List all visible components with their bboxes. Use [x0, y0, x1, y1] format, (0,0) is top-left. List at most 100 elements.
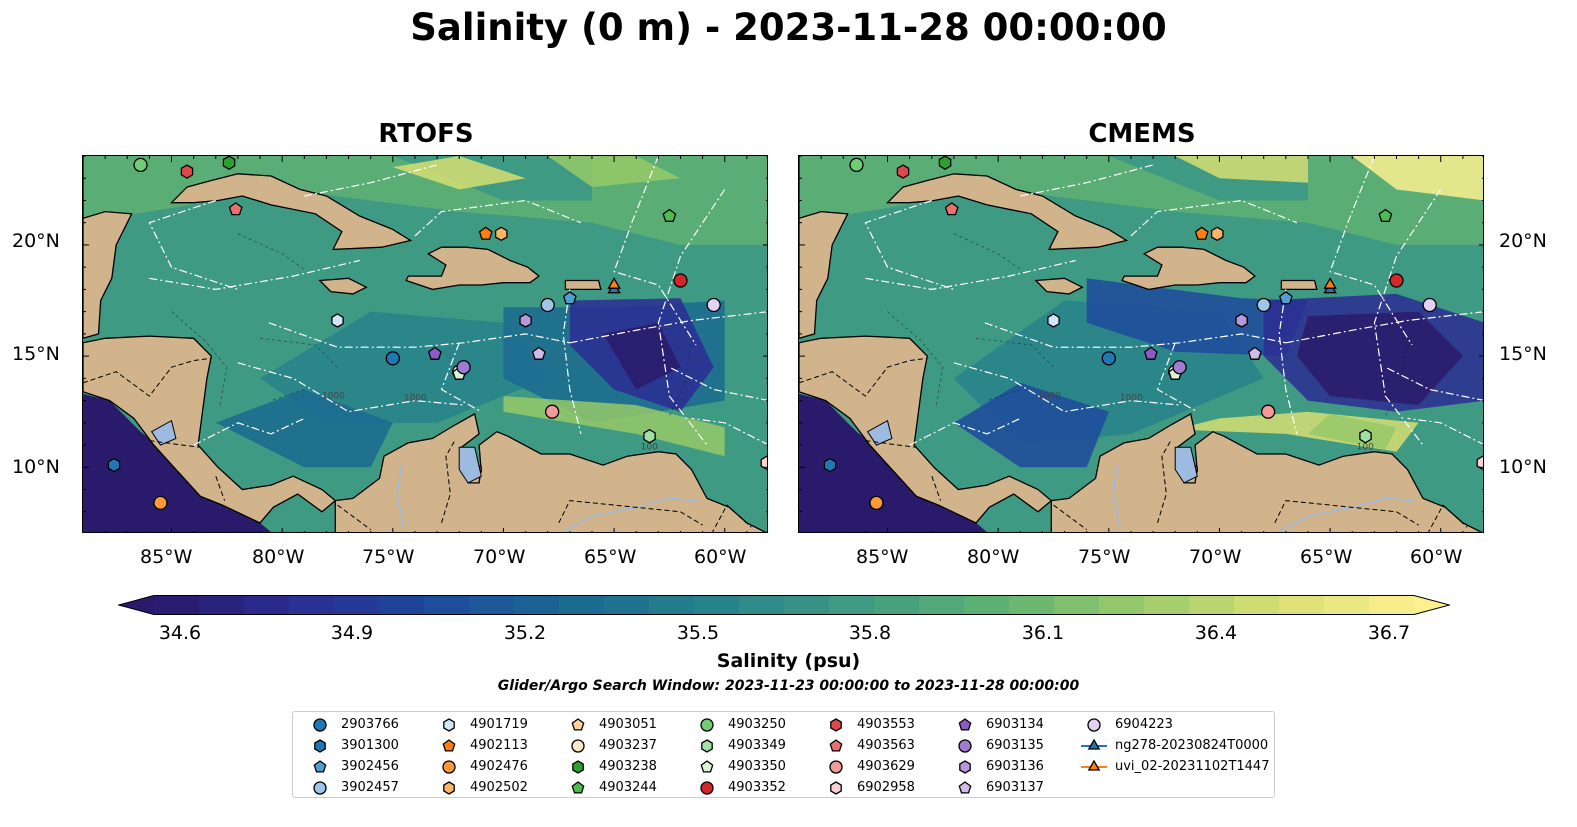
colorbar-tick-label: 34.9 [330, 622, 374, 644]
colorbar-segment [1144, 595, 1190, 615]
colorbar-segment [1324, 595, 1370, 615]
legend-marker [571, 738, 585, 753]
lon-tick-label: 70°W [473, 546, 526, 568]
legend-label: 4903238 [599, 759, 657, 774]
lon-tick-label: 85°W [140, 546, 193, 568]
legend-label: 4901719 [470, 717, 528, 732]
platform-marker-6902958 [760, 455, 767, 471]
eez-boundary [148, 199, 239, 290]
colorbar-segment [1009, 595, 1055, 615]
country-border [865, 440, 917, 448]
eez-boundary [1156, 342, 1198, 413]
legend-marker-hexagon [572, 759, 584, 774]
legend-item: 4903244 [563, 777, 657, 798]
eez-boundary [657, 189, 726, 446]
platform-marker-4903352 [1389, 273, 1404, 288]
land-puerto-rico [1280, 279, 1318, 291]
platform-marker-6903134 [427, 346, 442, 360]
map-rtofs[interactable]: 1000 100 1000 [82, 155, 768, 533]
pacific-field [83, 393, 271, 532]
platform-marker-4903244 [662, 208, 677, 222]
legend-marker-circle [313, 780, 327, 795]
legend-item: 4903238 [563, 756, 657, 777]
legend-marker-hexagon [443, 780, 455, 795]
platform-marker-uvi_02-20231102T1447 [1323, 277, 1337, 289]
lon-tick-label: 60°W [694, 546, 747, 568]
legend-item: 4903350 [692, 756, 786, 777]
lon-tick-label: 80°W [252, 546, 305, 568]
land-south-america [1050, 412, 1483, 532]
country-border [441, 440, 456, 524]
platform-marker-4903349 [643, 428, 656, 444]
colorbar-segment [289, 595, 335, 615]
legend-marker [1087, 717, 1101, 732]
country-border [799, 357, 928, 397]
panel-title-rtofs: RTOFS [378, 119, 474, 149]
colorbar-segment [1279, 595, 1325, 615]
legend-marker-circle [958, 738, 972, 753]
eez-boundary [237, 362, 464, 413]
land-yucatan [799, 156, 849, 339]
bathymetry-contour [171, 311, 228, 406]
legend-marker-hexagon [701, 738, 713, 753]
eez-boundary [1285, 311, 1483, 344]
colorbar-outline [116, 595, 1452, 615]
country-border [1053, 504, 1087, 531]
eez-boundary [865, 259, 1076, 291]
legend-label: 6903134 [986, 717, 1044, 732]
contour-label: 1000 [322, 391, 345, 401]
legend-marker-pentagon [571, 717, 585, 731]
search-window-text: Glider/Argo Search Window: 2023-11-23 00… [497, 678, 1080, 694]
legend-marker [313, 759, 327, 773]
colorbar-tick-label: 35.8 [848, 622, 892, 644]
figure-title: Salinity (0 m) - 2023-11-28 00:00:00 [410, 6, 1167, 49]
legend-item: 6904223 [1079, 714, 1173, 735]
legend-item: uvi_02-20231102T1447 [1079, 756, 1269, 777]
bathymetry-contour [259, 337, 338, 368]
map-cmems[interactable]: 1000 100 1000 [798, 155, 1484, 533]
legend-marker [443, 717, 455, 732]
legend-marker-circle [829, 759, 843, 774]
legend-marker [958, 780, 972, 794]
eez-boundary [1329, 156, 1413, 346]
legend-marker-circle [1087, 717, 1101, 732]
legend-item: 6903135 [950, 735, 1044, 756]
eez-boundary [691, 417, 767, 445]
legend-label: 4903051 [599, 717, 657, 732]
land-south-america [334, 412, 767, 532]
platform-marker-4901719 [331, 313, 344, 328]
platform-marker-4903563 [944, 202, 959, 216]
lake [150, 419, 177, 446]
legend-marker [571, 780, 585, 794]
salinity-region [149, 267, 283, 323]
legend-label: 6904223 [1115, 717, 1173, 732]
lat-tick-label: 15°N [12, 343, 60, 365]
legend-marker [442, 738, 456, 752]
colorbar-tick-label: 36.7 [1367, 622, 1411, 644]
lon-tick-label: 80°W [967, 546, 1020, 568]
colorbar-segment [964, 595, 1010, 615]
legend-label: 4903350 [728, 759, 786, 774]
platform-marker-6904223 [706, 297, 721, 313]
legend-item: 3901300 [305, 735, 399, 756]
salinity-region [215, 389, 393, 468]
land-jamaica [318, 277, 368, 295]
colorbar [116, 595, 1452, 615]
legend-label: 2903766 [341, 717, 399, 732]
legend-marker [958, 738, 972, 753]
lat-tick-label: 20°N [12, 230, 60, 252]
legend-label: 4903349 [728, 738, 786, 753]
legend-marker-pentagon [958, 780, 972, 794]
legend-marker-circle [442, 759, 456, 774]
legend-marker [829, 759, 843, 774]
river [1112, 462, 1121, 530]
legend-label: 6903135 [986, 738, 1044, 753]
colorbar-tick-label: 36.4 [1194, 622, 1238, 644]
lake [866, 419, 893, 446]
legend-item: 3902456 [305, 756, 399, 777]
platform-marker-4902502 [1210, 226, 1224, 242]
legend-item: 4901719 [434, 714, 528, 735]
legend-marker-hexagon [443, 717, 455, 732]
eez-boundary [669, 366, 767, 401]
land-central-america [83, 335, 337, 524]
